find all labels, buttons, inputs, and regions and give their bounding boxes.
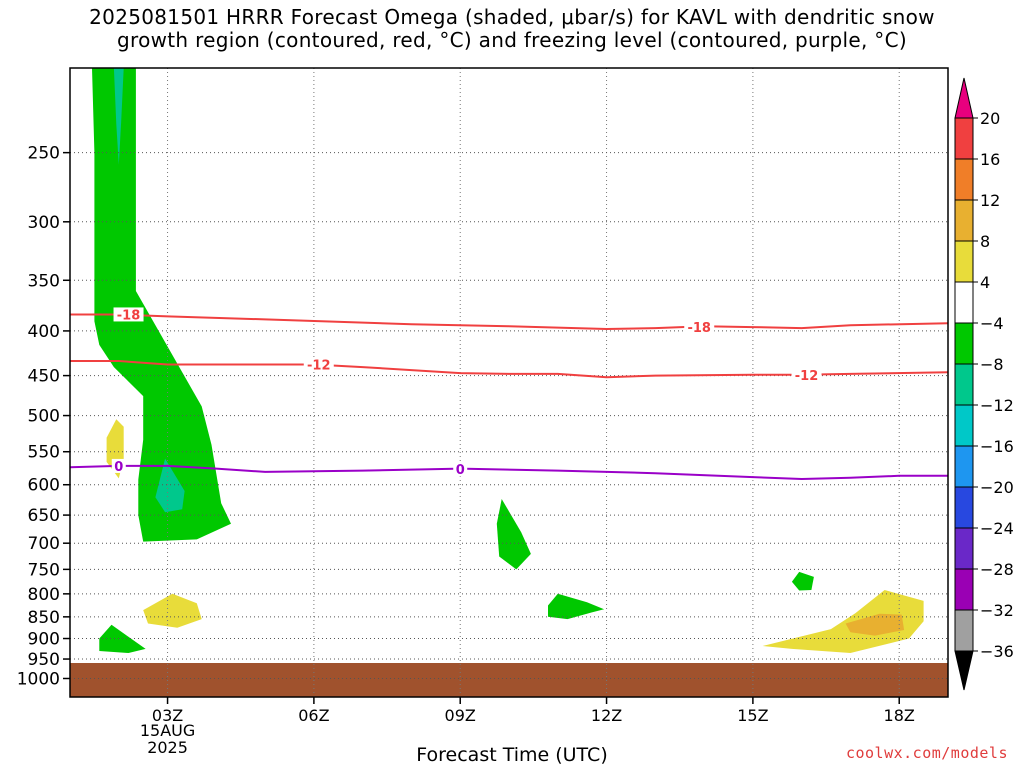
- y-tick-label-650: 650: [28, 506, 60, 526]
- y-tick-label-450: 450: [28, 367, 60, 387]
- colorbar-box-10: [954, 527, 974, 570]
- colorbar-label-5: −4: [980, 314, 1004, 333]
- colorbar-bottom-arrow: [954, 650, 974, 691]
- x-tick-label-15Z: 15Z: [737, 706, 768, 725]
- colorbar-label-7: −12: [980, 396, 1014, 415]
- x-tick-label-06Z: 06Z: [298, 706, 329, 725]
- y-tick-label-400: 400: [28, 322, 60, 342]
- colorbar-label-0: 20: [980, 109, 1000, 128]
- chart-title: 2025081501 HRRR Forecast Omega (shaded, …: [0, 6, 1024, 52]
- date-label: 15AUG 2025: [128, 722, 208, 756]
- colorbar-label-6: −8: [980, 355, 1004, 374]
- colorbar-box-3: [954, 240, 974, 283]
- colorbar-box-6: [954, 363, 974, 406]
- colorbar-label-9: −20: [980, 478, 1014, 497]
- colorbar-box-5: [954, 322, 974, 365]
- y-tick-label-1000: 1000: [17, 669, 60, 689]
- site-credit: coolwx.com/models: [845, 744, 1008, 762]
- plot-frame: [69, 67, 949, 698]
- contour-label-2-0: 0: [114, 460, 123, 475]
- y-tick-label-800: 800: [28, 585, 60, 605]
- contour-label-2-1: 0: [456, 463, 465, 478]
- colorbar: 20 16 12 8 4 −4 −8 −12 −16 −20 −24 −28 −32 −36: [954, 77, 1014, 691]
- y-tick-label-300: 300: [28, 213, 60, 233]
- colorbar-box-8: [954, 445, 974, 488]
- colorbar-label-4: 4: [980, 273, 990, 292]
- date-label-year: 2025: [147, 738, 188, 757]
- colorbar-box-4: [954, 281, 974, 324]
- x-tick-label-03Z: 03Z: [152, 706, 183, 725]
- colorbar-label-3: 8: [980, 232, 990, 251]
- date-label-day: 15AUG: [139, 721, 196, 740]
- omega-shaded-region-10: [845, 613, 905, 636]
- colorbar-label-2: 12: [980, 191, 1000, 210]
- colorbar-label-8: −16: [980, 437, 1014, 456]
- contour-label-bg-2-1: [453, 462, 468, 477]
- contour-label-0-0: -18: [117, 308, 141, 323]
- colorbar-label-13: −36: [980, 642, 1014, 661]
- contour-label-bg-2-0: [111, 458, 126, 473]
- title-line-2: growth region (contoured, red, °C) and f…: [117, 28, 907, 52]
- contour-label-bg-0-0: [113, 307, 144, 322]
- x-tick-label-12Z: 12Z: [591, 706, 622, 725]
- y-tick-label-750: 750: [28, 560, 60, 580]
- omega-shaded-region-5: [791, 571, 814, 591]
- omega-shaded-region-2: [155, 458, 185, 513]
- contour-label-bg-1-0: [303, 357, 334, 372]
- omega-shaded-region-0: [92, 68, 231, 542]
- omega-shaded-region-1: [113, 68, 124, 165]
- y-tick-label-700: 700: [28, 534, 60, 554]
- contour-label-0-1: -18: [687, 321, 711, 336]
- colorbar-label-10: −24: [980, 519, 1014, 538]
- colorbar-box-2: [954, 199, 974, 242]
- contour-label-bg-1-1: [791, 367, 822, 382]
- y-tick-label-850: 850: [28, 608, 60, 628]
- y-tick-label-350: 350: [28, 271, 60, 291]
- contour-line-2: [69, 464, 948, 481]
- x-tick-label-09Z: 09Z: [445, 706, 476, 725]
- y-tick-label-600: 600: [28, 476, 60, 496]
- colorbar-box-1: [954, 158, 974, 201]
- omega-shaded-region-4: [548, 593, 605, 620]
- y-tick-label-950: 950: [28, 650, 60, 670]
- colorbar-box-9: [954, 486, 974, 529]
- omega-shaded-region-8: [143, 593, 202, 628]
- omega-shaded-region-3: [496, 499, 531, 570]
- colorbar-box-11: [954, 568, 974, 611]
- y-tick-label-250: 250: [28, 144, 60, 164]
- colorbar-box-0: [954, 117, 974, 160]
- y-tick-label-900: 900: [28, 630, 60, 650]
- colorbar-label-1: 16: [980, 150, 1000, 169]
- contour-line-0: [70, 313, 949, 331]
- x-axis-label: Forecast Time (UTC): [416, 744, 608, 766]
- colorbar-label-12: −32: [980, 601, 1014, 620]
- colorbar-box-7: [954, 404, 974, 447]
- omega-shaded-region-9: [762, 590, 924, 653]
- contour-label-bg-0-1: [684, 320, 715, 335]
- ground-fill: [70, 663, 948, 697]
- colorbar-label-11: −28: [980, 560, 1014, 579]
- y-tick-label-500: 500: [28, 407, 60, 427]
- title-line-1: 2025081501 HRRR Forecast Omega (shaded, …: [89, 5, 935, 29]
- x-tick-label-18Z: 18Z: [884, 706, 915, 725]
- contour-label-1-0: -12: [307, 358, 331, 373]
- plot-area: -18 -18 -12 -12 0 0 250 300 350 400 450 500 550 600 65…: [17, 67, 949, 725]
- contour-label-1-1: -12: [795, 369, 819, 384]
- colorbar-top-arrow: [954, 77, 974, 119]
- colorbar-box-12: [954, 609, 974, 652]
- contour-line-1: [70, 360, 949, 379]
- y-tick-label-550: 550: [28, 443, 60, 463]
